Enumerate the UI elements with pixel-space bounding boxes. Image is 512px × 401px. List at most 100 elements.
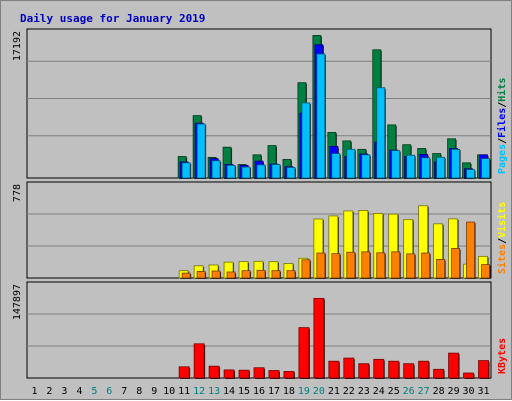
bar-pages-day-14 — [226, 164, 236, 179]
bar-kbytes-day-22 — [343, 357, 355, 379]
x-axis-labels: 1 2 3 4 5 6 7 8 9 10 11 12 13 14 15 16 17 18 19 20 21 22 23 24 2… — [31, 386, 489, 397]
bar-sites-day-17 — [271, 270, 281, 279]
bar-pages-day-24 — [376, 87, 386, 179]
bar-kbytes-day-13 — [208, 365, 220, 379]
legend-item-hits: Hits — [496, 78, 508, 102]
bar-kbytes-day-25 — [388, 360, 400, 379]
bar-pages-day-17 — [271, 164, 281, 179]
legend-item-files: Files — [496, 108, 508, 138]
x-tick-day-28: 28 — [433, 386, 445, 397]
bar-pages-day-19 — [301, 102, 311, 179]
bar-sites-day-11 — [181, 272, 191, 279]
bar-kbytes-day-12 — [193, 343, 205, 379]
x-tick-day-18: 18 — [283, 386, 295, 397]
legend-separator: / — [497, 102, 508, 108]
x-tick-day-3: 3 — [61, 386, 67, 397]
legend-item-visits: Visits — [496, 202, 508, 238]
x-tick-day-4: 4 — [76, 386, 82, 397]
x-tick-day-8: 8 — [136, 386, 142, 397]
bar-pages-day-28 — [436, 156, 446, 179]
bar-sites-day-14 — [226, 271, 236, 279]
legend-item-sites: Sites — [496, 244, 508, 274]
bar-sites-day-16 — [256, 269, 266, 279]
bar-pages-day-21 — [331, 153, 341, 179]
x-tick-day-24: 24 — [373, 386, 385, 397]
bar-pages-day-22 — [346, 148, 356, 179]
x-tick-day-31: 31 — [477, 386, 489, 397]
bar-pages-day-31 — [481, 158, 490, 179]
x-tick-day-6: 6 — [106, 386, 112, 397]
x-tick-day-30: 30 — [463, 386, 475, 397]
bar-sites-day-29 — [451, 248, 460, 279]
bar-sites-day-19 — [301, 259, 311, 279]
bar-pages-day-13 — [211, 160, 221, 179]
bar-sites-day-13 — [211, 270, 221, 279]
bar-sites-day-27 — [421, 252, 431, 279]
x-tick-day-10: 10 — [163, 386, 175, 397]
bar-sites-day-31 — [481, 264, 490, 279]
x-tick-day-14: 14 — [223, 386, 235, 397]
bar-sites-day-28 — [436, 259, 446, 279]
bar-pages-day-12 — [196, 123, 206, 179]
bar-pages-day-23 — [361, 154, 371, 179]
bar-kbytes-day-16 — [253, 367, 265, 379]
bar-sites-day-24 — [376, 252, 386, 279]
panel-visits-sites: 778 Sites/Visits — [12, 181, 508, 279]
x-tick-day-5: 5 — [91, 386, 97, 397]
x-tick-day-9: 9 — [151, 386, 157, 397]
bar-sites-day-23 — [361, 251, 371, 279]
panel-background — [26, 28, 492, 179]
bar-kbytes-day-23 — [358, 363, 370, 379]
legend-hits-files-pages: Pages/Files/Hits — [496, 78, 508, 174]
bar-kbytes-day-19 — [298, 327, 310, 379]
x-tick-day-13: 13 — [208, 386, 220, 397]
bar-pages-day-16 — [256, 164, 266, 179]
bar-kbytes-day-20 — [313, 297, 325, 379]
bar-pages-day-27 — [421, 157, 431, 179]
bar-sites-day-21 — [331, 253, 341, 279]
bar-pages-day-18 — [286, 167, 296, 179]
bar-sites-day-12 — [196, 271, 206, 279]
x-tick-day-25: 25 — [388, 386, 400, 397]
x-tick-day-23: 23 — [358, 386, 370, 397]
x-tick-day-1: 1 — [31, 386, 37, 397]
x-tick-day-19: 19 — [298, 386, 310, 397]
x-tick-day-21: 21 — [328, 386, 340, 397]
panel-kbytes: 147897 KBytes — [12, 281, 508, 379]
bar-kbytes-day-11 — [178, 366, 190, 379]
x-tick-day-27: 27 — [418, 386, 430, 397]
bar-sites-day-25 — [391, 251, 401, 279]
x-tick-day-2: 2 — [46, 386, 52, 397]
bar-kbytes-day-29 — [448, 352, 459, 379]
x-tick-day-22: 22 — [343, 386, 355, 397]
bar-kbytes-day-17 — [268, 370, 280, 379]
x-tick-day-29: 29 — [448, 386, 460, 397]
bar-sites-day-22 — [346, 251, 356, 279]
bar-pages-day-20 — [316, 53, 326, 179]
chart-title: Daily usage for January 2019 — [20, 12, 205, 25]
bar-kbytes-day-24 — [373, 358, 385, 379]
bar-sites-day-20 — [316, 252, 326, 279]
bar-kbytes-day-28 — [433, 368, 445, 379]
x-tick-day-20: 20 — [313, 386, 325, 397]
legend-separator: / — [497, 238, 508, 244]
x-tick-day-16: 16 — [253, 386, 265, 397]
x-tick-day-7: 7 — [121, 386, 127, 397]
legend-item-kbytes: KBytes — [497, 338, 508, 374]
bar-kbytes-day-15 — [238, 369, 250, 379]
y-max-label: 778 — [12, 184, 23, 202]
bar-kbytes-day-14 — [223, 369, 235, 379]
legend-item-pages: Pages — [497, 144, 508, 174]
x-tick-day-12: 12 — [193, 386, 205, 397]
bar-sites-day-30 — [466, 221, 475, 279]
bar-pages-day-25 — [391, 150, 401, 179]
bar-kbytes-day-21 — [328, 360, 340, 379]
x-tick-day-17: 17 — [268, 386, 280, 397]
bar-kbytes-day-27 — [418, 360, 430, 379]
bar-sites-day-15 — [241, 270, 251, 279]
x-tick-day-15: 15 — [238, 386, 250, 397]
panel-background — [26, 281, 492, 379]
